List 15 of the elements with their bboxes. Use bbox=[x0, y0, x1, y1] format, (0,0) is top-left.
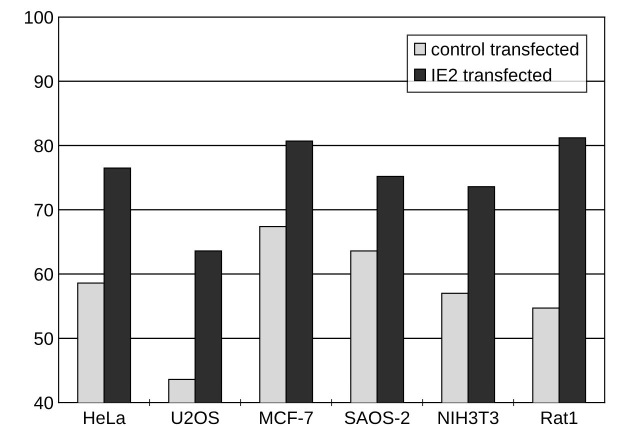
x-tick-label: HeLa bbox=[84, 412, 126, 424]
y-tick-label: 100 bbox=[25, 10, 54, 24]
y-tick-label: 50 bbox=[34, 332, 54, 346]
y-tick-label: 60 bbox=[34, 268, 54, 281]
legend-label: control transfected bbox=[432, 42, 578, 56]
y-tick-label: 40 bbox=[34, 396, 54, 410]
x-tick-label: NIH3T3 bbox=[438, 411, 498, 424]
legend-label: IE2 transfected bbox=[432, 68, 552, 82]
x-tick-label: Rat1 bbox=[542, 412, 578, 424]
y-tick-label: 80 bbox=[34, 139, 54, 152]
y-tick-label: 90 bbox=[34, 75, 54, 88]
x-tick-label: U2OS bbox=[172, 411, 219, 424]
x-tick-label: SAOS-2 bbox=[344, 411, 410, 424]
y-tick-label: 70 bbox=[34, 204, 54, 217]
x-tick-label: MCF-7 bbox=[260, 411, 313, 424]
